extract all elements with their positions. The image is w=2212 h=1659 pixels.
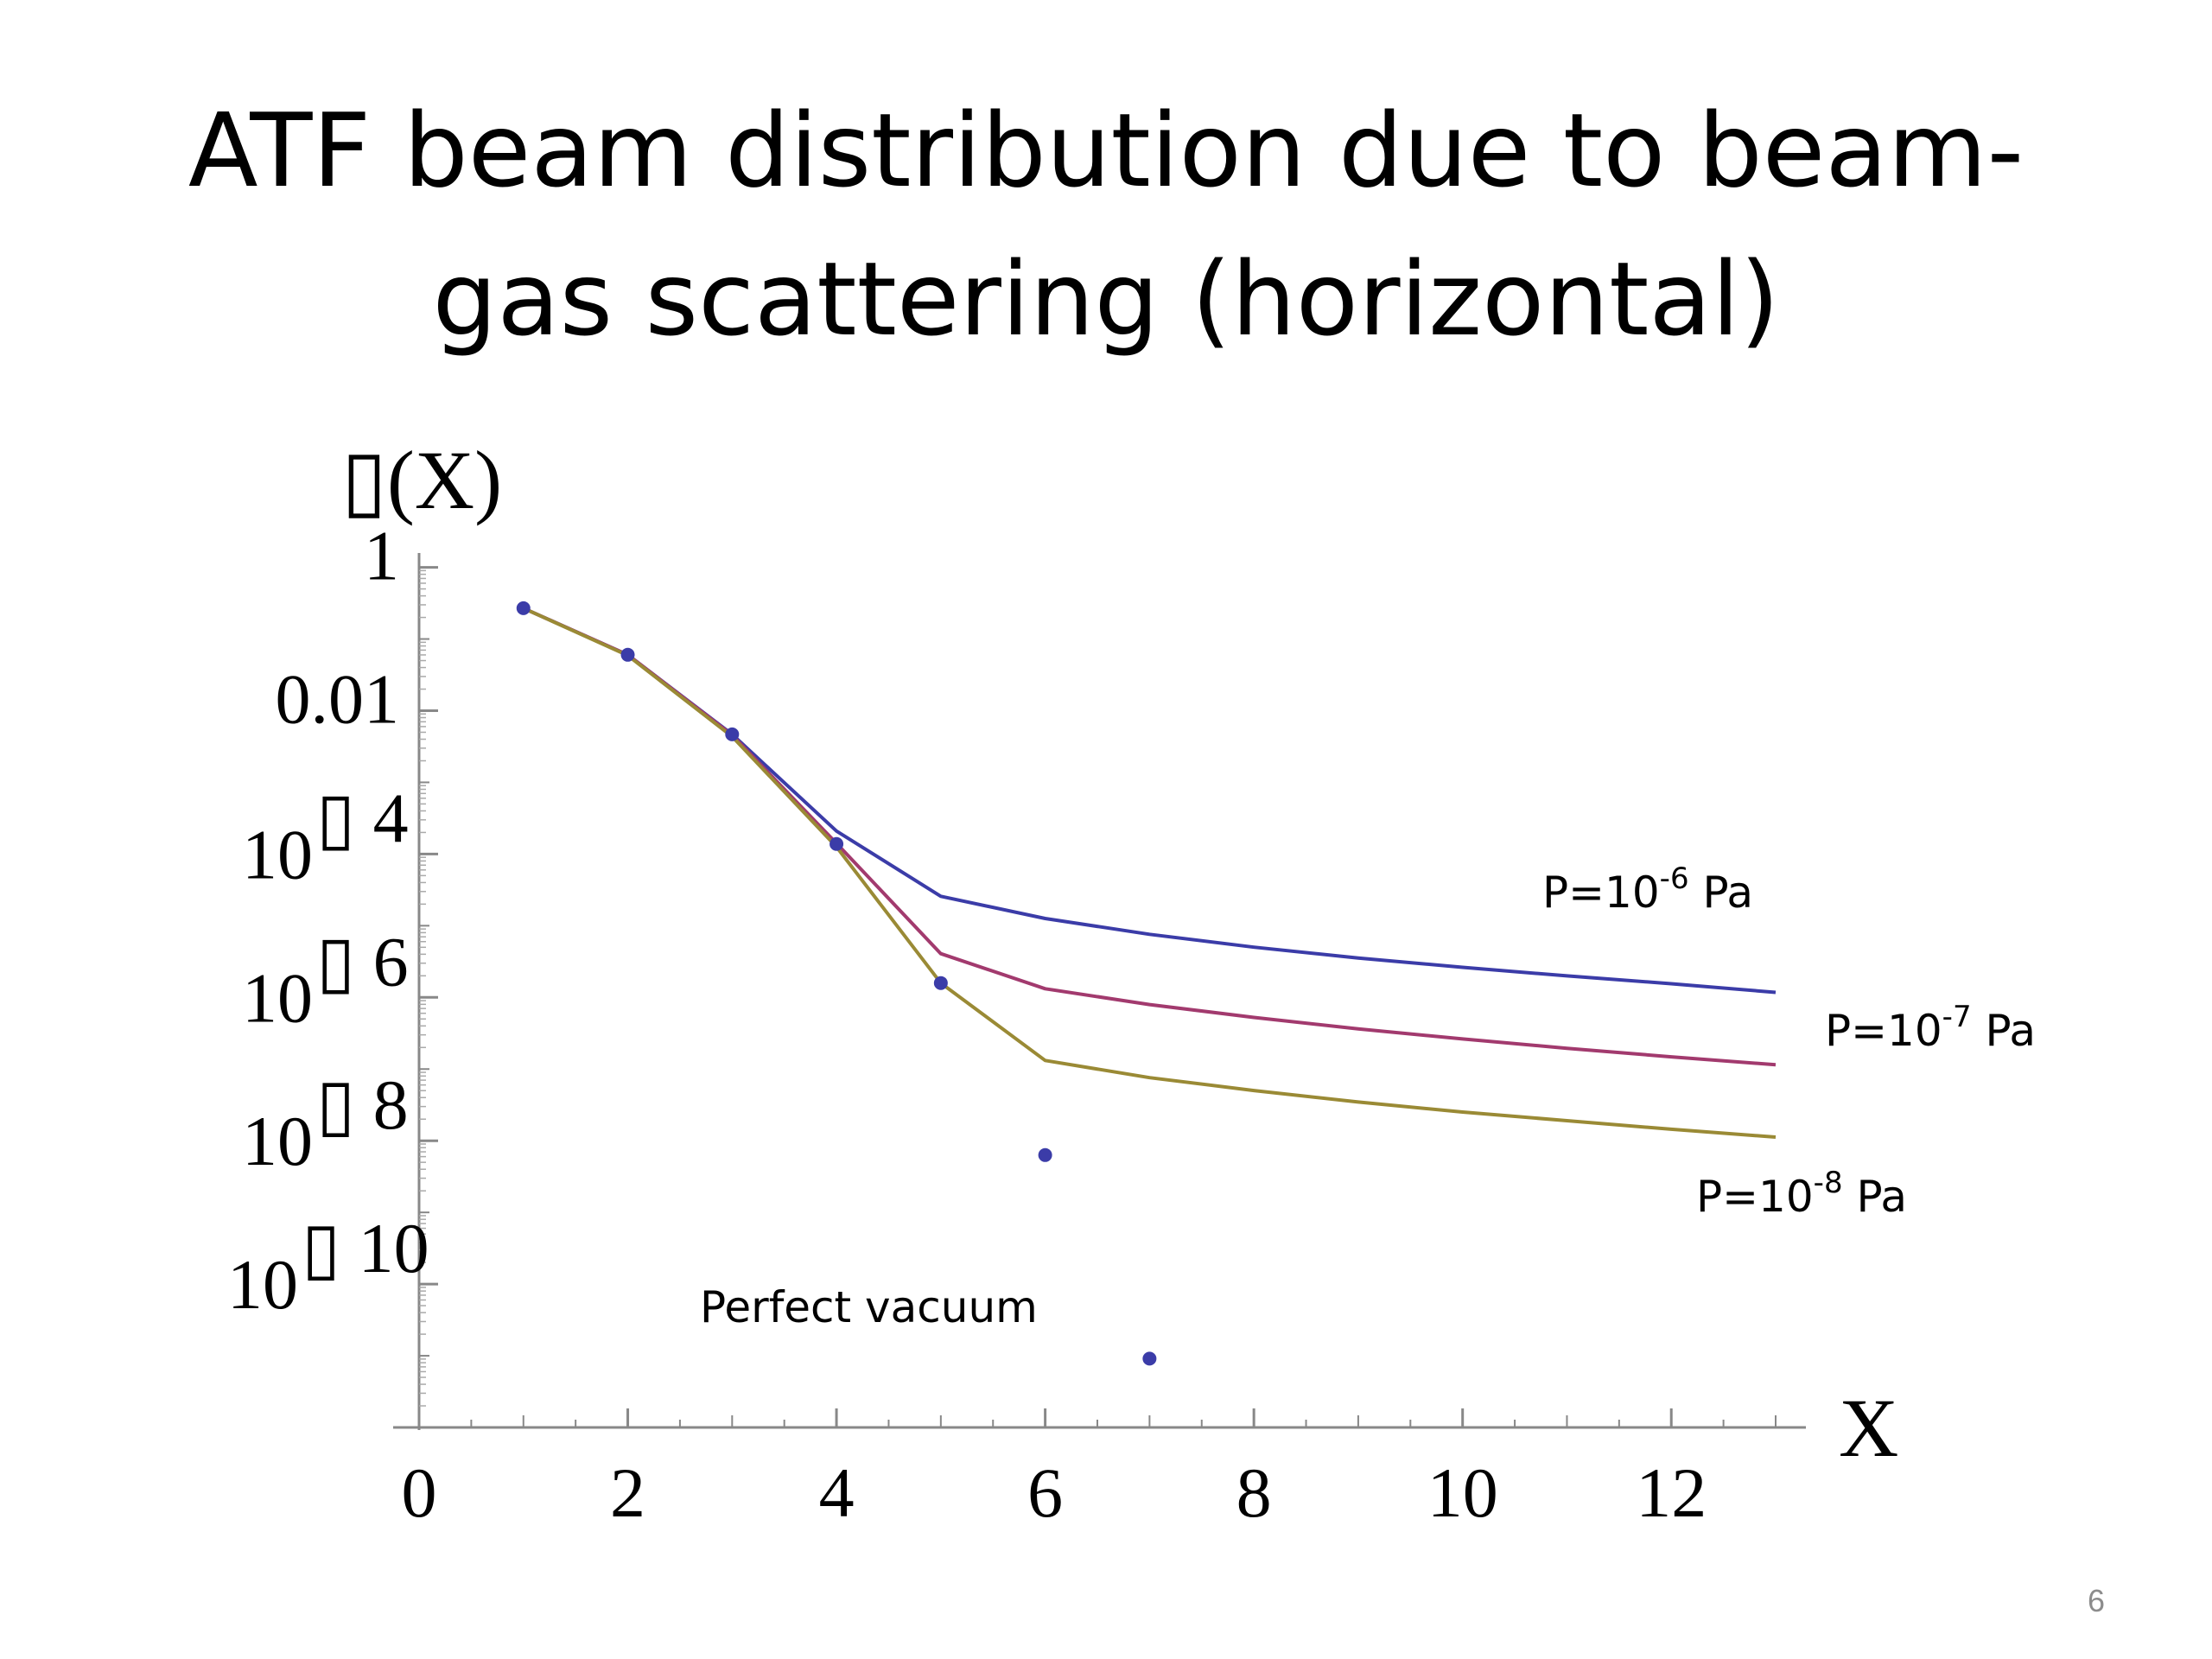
y-tick-exponent: ▯ 4 — [316, 779, 409, 857]
perfect-vacuum-point — [1038, 1147, 1052, 1162]
title-line-1: ATF beam distribution due to beam- — [188, 91, 2024, 210]
series-label-2: P=10-7 Pa — [1825, 1000, 2036, 1056]
perfect-vacuum-point — [1142, 1351, 1157, 1366]
series-label-text: P=10 — [1825, 1006, 1942, 1056]
y-tick-label: 0.01 — [276, 659, 400, 738]
slide-title: ATF beam distribution due to beam- gas s… — [0, 76, 2212, 373]
perfect-vacuum-point — [933, 976, 948, 990]
x-tick-label: 4 — [819, 1453, 855, 1532]
x-tick-label: 8 — [1236, 1453, 1272, 1532]
x-axis-label: X — [1839, 1382, 1898, 1474]
perfect-vacuum-point — [620, 647, 635, 662]
x-tick-label: 2 — [610, 1453, 645, 1532]
y-axis-label: ▯(X) — [341, 434, 502, 526]
x-tick-label: 6 — [1027, 1453, 1063, 1532]
perfect-vacuum-point — [516, 601, 531, 615]
series-label-3: P=10-8 Pa — [1696, 1166, 1907, 1222]
series-label-unit: Pa — [1689, 868, 1753, 918]
series-label-text: Perfect vacuum — [700, 1282, 1038, 1332]
series-line-2 — [522, 607, 1777, 1067]
x-tick-label: 12 — [1636, 1453, 1707, 1532]
series-label-exponent: -8 — [1814, 1166, 1843, 1200]
perfect-vacuum-point — [830, 836, 844, 851]
y-tick-label: 10 — [242, 815, 313, 893]
series-label-text: P=10 — [1542, 868, 1660, 918]
title-line-2: gas scattering (horizontal) — [432, 239, 1780, 359]
y-tick-exponent: ▯ 10 — [302, 1209, 429, 1287]
y-tick-label: 10 — [242, 1102, 313, 1180]
axes — [393, 553, 1806, 1430]
y-tick-label: 10 — [227, 1245, 298, 1324]
tick-marks — [417, 566, 1777, 1428]
y-tick-label: 1 — [364, 517, 399, 595]
series-group — [516, 601, 1777, 1366]
series-label-unit: Pa — [1972, 1006, 2036, 1056]
page-number: 6 — [2087, 1583, 2105, 1618]
series-label-exponent: -6 — [1660, 861, 1689, 896]
series-label-unit: Pa — [1843, 1172, 1907, 1222]
series-label-exponent: -7 — [1942, 1000, 1972, 1034]
series-label-text: P=10 — [1696, 1172, 1814, 1222]
y-tick-exponent: ▯ 6 — [316, 922, 409, 1001]
series-line-1 — [522, 607, 1777, 995]
x-tick-label: 0 — [402, 1453, 437, 1532]
x-tick-label: 10 — [1427, 1453, 1498, 1532]
series-label-4: Perfect vacuum — [700, 1282, 1038, 1332]
y-tick-label: 10 — [242, 958, 313, 1037]
perfect-vacuum-point — [725, 727, 740, 741]
series-label-1: P=10-6 Pa — [1542, 861, 1753, 918]
y-tick-exponent: ▯ 8 — [316, 1065, 409, 1144]
